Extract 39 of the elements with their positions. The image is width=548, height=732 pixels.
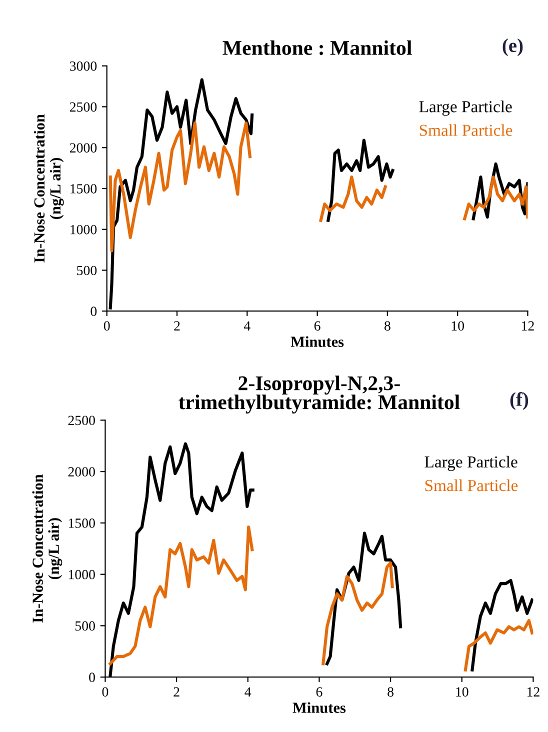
x-tick-label: 0 <box>102 687 108 697</box>
x-axis-title: Minutes <box>292 702 346 713</box>
y-tick-label: 2500 <box>70 102 97 112</box>
chart-title: Menthone : Mannitol <box>222 40 412 56</box>
y-tick-label: 0 <box>89 672 95 682</box>
y-tick-label: 1500 <box>68 518 95 528</box>
x-tick-label: 2 <box>174 321 180 330</box>
y-tick-label: 1000 <box>70 224 97 234</box>
text: Large Particle <box>424 456 518 471</box>
x-tick-label: 10 <box>456 687 468 697</box>
text: (f) <box>510 392 528 410</box>
y-tick-label: 0 <box>90 306 97 316</box>
y-axis-title: In-Nose Concentration (ng/L air) <box>34 114 64 262</box>
y-tick-label: 500 <box>77 266 97 276</box>
x-axis-title: Minutes <box>290 336 344 347</box>
y-tick-label: 2000 <box>70 143 97 153</box>
x-tick-label: 12 <box>522 321 534 330</box>
x-tick-label: 10 <box>452 321 464 331</box>
text: (e) <box>502 38 523 56</box>
y-tick-label: 1500 <box>70 184 97 194</box>
y-tick-label: 500 <box>75 621 95 631</box>
y-tick-label: 2000 <box>68 467 95 477</box>
text: Small Particle <box>420 124 512 136</box>
text: Small Particle <box>425 479 518 492</box>
x-tick-label: 12 <box>527 687 540 696</box>
x-tick-label: 4 <box>244 321 250 330</box>
y-tick-label: 3000 <box>70 61 97 71</box>
x-tick-label: 8 <box>384 321 390 331</box>
x-tick-label: 8 <box>388 687 394 697</box>
chart-title: 2-Isopropyl-N,2,3- trimethylbutyramide: Mannitol <box>178 376 460 414</box>
text: Large Particle <box>419 100 512 116</box>
x-tick-label: 2 <box>174 687 180 696</box>
x-tick-label: 6 <box>316 687 322 697</box>
x-tick-label: 6 <box>314 321 320 331</box>
x-tick-label: 0 <box>104 321 110 331</box>
y-tick-label: 2500 <box>68 416 95 426</box>
x-tick-label: 4 <box>244 687 252 696</box>
y-tick-label: 1000 <box>68 570 95 580</box>
y-axis-title: In-Nose Concentration (ng/L air) <box>32 474 62 623</box>
